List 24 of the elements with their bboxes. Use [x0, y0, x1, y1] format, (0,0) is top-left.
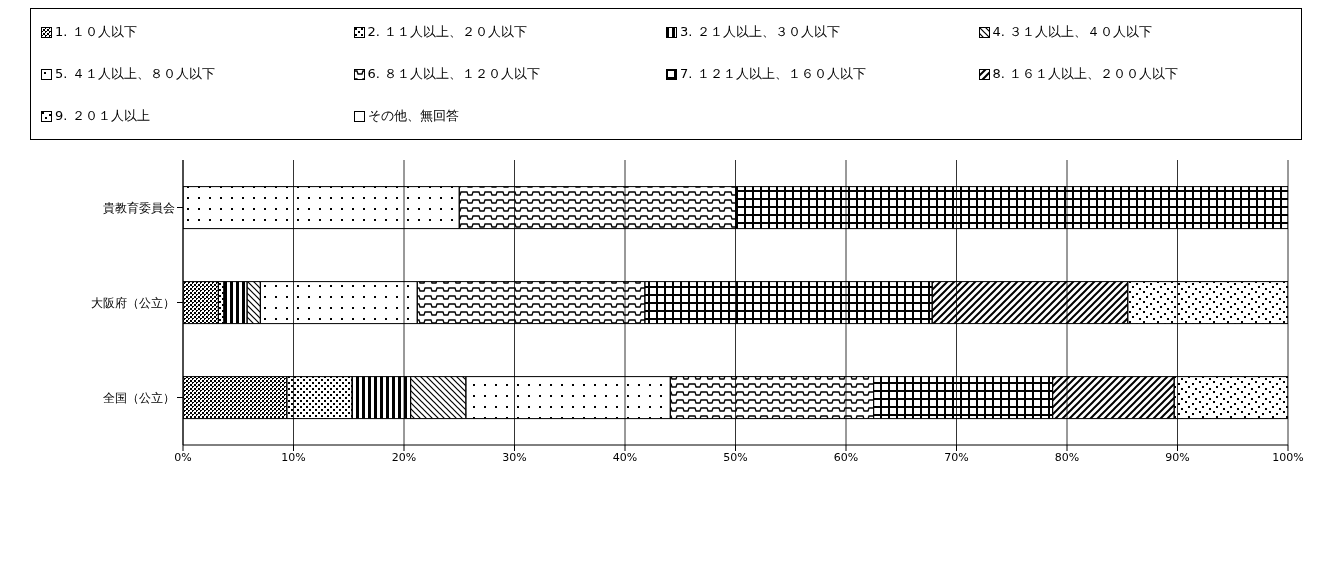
legend-label: 5. ４１人以上、８０人以下 [55, 65, 215, 83]
x-tick-label: 50% [723, 450, 748, 464]
x-tick-label: 10% [281, 450, 306, 464]
legend-label: 9. ２０１人以上 [55, 107, 150, 125]
x-tick-label: 40% [612, 450, 638, 464]
legend-label: 7. １２１人以上、１６０人以下 [680, 65, 866, 83]
y-tick-label: 全国（公立） [103, 390, 175, 405]
x-tick-label: 90% [1165, 450, 1190, 464]
x-tick-label: 80% [1054, 450, 1080, 464]
x-tick-label: 20% [391, 450, 417, 464]
legend-label: 6. ８１人以上、１２０人以下 [367, 65, 541, 83]
legend-label: 8. １６１人以上、２００人以下 [992, 65, 1179, 83]
x-tick-label: 0% [174, 450, 192, 464]
x-tick-label: 100% [1272, 450, 1304, 464]
x-tick-label: 30% [502, 450, 527, 464]
legend-label: 1. １０人以下 [55, 23, 137, 41]
legend-label: その他、無回答 [367, 107, 459, 125]
y-tick-label: 大阪府（公立） [91, 295, 175, 310]
x-tick-label: 70% [944, 450, 969, 464]
legend-label: 2. １１人以上、２０人以下 [367, 23, 528, 41]
legend-label: 3. ２１人以上、３０人以下 [680, 23, 840, 41]
y-tick-label: 貴教育委員会 [103, 200, 175, 215]
x-tick-label: 60% [833, 450, 859, 464]
legend-label: 4. ３１人以上、４０人以下 [992, 23, 1153, 41]
